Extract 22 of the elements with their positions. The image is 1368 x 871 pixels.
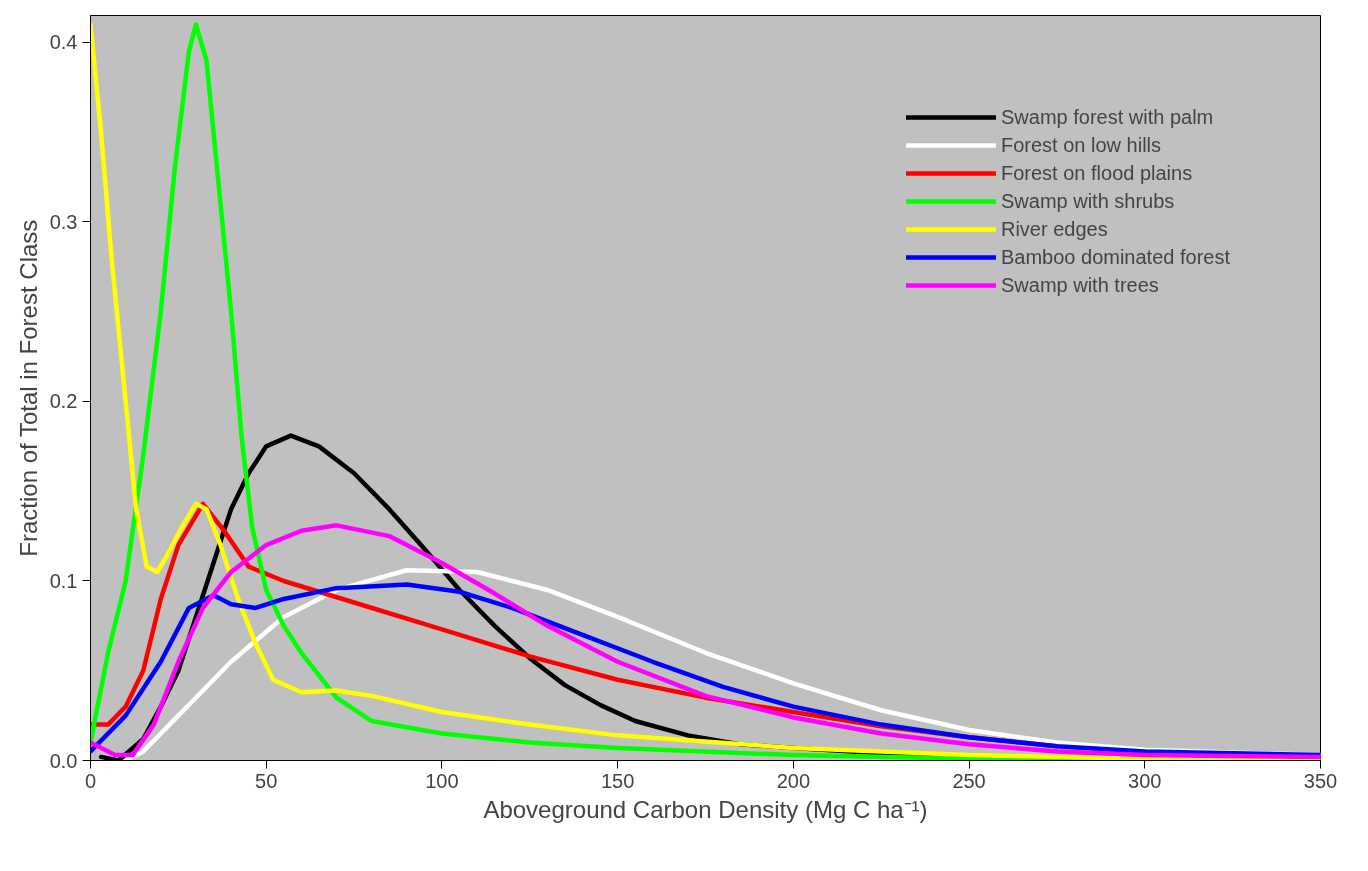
y-tick-label: 0.4: [49, 31, 78, 54]
legend-label: Swamp with trees: [1000, 273, 1159, 297]
x-tick-label: 0: [84, 769, 97, 792]
legend-label: Swamp forest with palm: [1000, 105, 1214, 129]
y-tick-label: 0.2: [49, 390, 78, 413]
legend-label: Forest on flood plains: [1000, 161, 1193, 185]
y-tick-label: 0.1: [49, 569, 78, 592]
y-tick-label: 0.3: [49, 210, 78, 233]
x-tick-label: 300: [1128, 769, 1162, 792]
legend-label: Bamboo dominated forest: [1000, 245, 1230, 269]
legend-label: Swamp with shrubs: [1000, 189, 1175, 213]
x-tick-label: 200: [776, 769, 811, 792]
x-tick-label: 150: [600, 769, 635, 792]
legend-label: River edges: [1000, 217, 1108, 241]
x-axis-title: Aboveground Carbon Density (Mg C ha⁻¹): [483, 795, 928, 823]
x-tick-label: 250: [952, 769, 986, 792]
x-tick-label: 50: [255, 769, 278, 792]
x-tick-label: 100: [425, 769, 459, 792]
y-tick-label: 0.0: [49, 749, 78, 772]
x-tick-label: 350: [1303, 769, 1338, 792]
y-axis-title: Fraction of Total in Forest Class: [14, 219, 42, 557]
legend-label: Forest on low hills: [1000, 133, 1162, 157]
